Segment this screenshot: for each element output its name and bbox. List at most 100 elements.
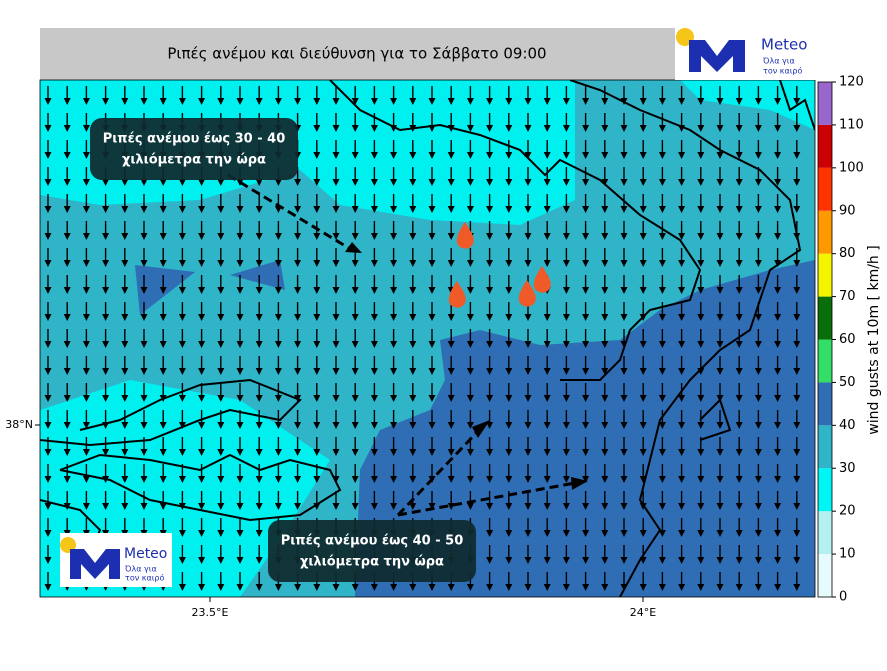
wind-arrow-head [486,422,494,429]
wind-arrow-head [793,368,801,375]
wind-arrow-head [658,368,666,375]
wind-arrow-head [735,341,743,348]
wind-arrow-head [82,368,90,375]
wind-arrow-head [793,557,801,564]
wind-arrow-head [121,422,129,429]
wind-arrow-head [102,233,110,240]
wind-arrow-head [678,530,686,537]
wind-arrow-head [63,287,71,294]
wind-arrow-head [678,476,686,483]
wind-arrow-head [313,368,321,375]
wind-arrow-head [486,395,494,402]
wind-arrow-head [754,341,762,348]
wind-arrow-head [217,341,225,348]
wind-arrow-head [678,341,686,348]
wind-arrow-head [562,314,570,321]
wind-arrow-head [313,314,321,321]
wind-arrow-head [678,557,686,564]
wind-arrow-head [486,341,494,348]
wind-arrow-head [428,341,436,348]
wind-arrow-head [466,287,474,294]
wind-arrow-head [294,206,302,213]
wind-arrow-head [678,287,686,294]
wind-arrow-head [754,98,762,105]
wind-arrow-head [639,287,647,294]
wind-arrow-head [447,233,455,240]
wind-arrow-head [466,314,474,321]
wind-arrow-head [716,233,724,240]
colorbar-tick-label: 30 [839,461,856,476]
wind-arrow-head [486,287,494,294]
wind-arrow-head [390,152,398,159]
wind-arrow-head [524,584,532,591]
wind-arrow-head [735,449,743,456]
wind-arrow-head [178,557,186,564]
wind-arrow-head [313,449,321,456]
wind-arrow-head [601,314,609,321]
wind-arrow-head [313,98,321,105]
wind-arrow-head [774,152,782,159]
wind-arrow-head [754,233,762,240]
wind-arrow-head [639,98,647,105]
wind-arrow-head [255,260,263,267]
wind-arrow-head [793,152,801,159]
wind-arrow-head [774,206,782,213]
wind-arrow-head [332,206,340,213]
wind-arrow-head [601,152,609,159]
wind-arrow-head [716,449,724,456]
wind-arrow-head [351,503,359,510]
wind-arrow-head [562,476,570,483]
wind-arrow-head [332,368,340,375]
wind-arrow-head [121,179,129,186]
wind-arrow-head [486,476,494,483]
wind-arrow-head [562,449,570,456]
wind-arrow-head [639,179,647,186]
wind-arrow-head [678,422,686,429]
wind-arrow-head [313,233,321,240]
wind-arrow-head [562,584,570,591]
wind-arrow-head [428,206,436,213]
wind-arrow-head [255,206,263,213]
wind-arrow-head [198,530,206,537]
wind-arrow-head [543,422,551,429]
wind-arrow-head [198,341,206,348]
wind-arrow-head [236,206,244,213]
wind-arrow-head [793,422,801,429]
wind-arrow-head [582,98,590,105]
wind-arrow-head [351,287,359,294]
wind-arrow-head [351,449,359,456]
wind-arrow-head [524,98,532,105]
wind-arrow-head [409,503,417,510]
wind-arrow-head [255,98,263,105]
wind-arrow-head [178,368,186,375]
wind-arrow-head [140,341,148,348]
wind-arrow-head [313,584,321,591]
wind-arrow-head [428,287,436,294]
wind-arrow-head [217,260,225,267]
wind-arrow-head [735,503,743,510]
wind-arrow-head [178,449,186,456]
wind-arrow-head [639,125,647,132]
wind-arrow-head [63,233,71,240]
wind-arrow-head [774,584,782,591]
wind-arrow-head [620,476,628,483]
wind-arrow-head [140,206,148,213]
wind-arrow-head [697,557,705,564]
wind-arrow-head [620,152,628,159]
arrow-head [472,420,490,438]
wind-arrow-head [82,98,90,105]
wind-arrow-head [562,287,570,294]
wind-arrow-head [274,98,282,105]
wind-arrow-head [658,260,666,267]
wind-arrow-head [505,260,513,267]
wind-arrow-head [620,395,628,402]
wind-arrow-head [658,530,666,537]
wind-arrow-head [697,98,705,105]
wind-arrow-head [63,422,71,429]
colorbar-tick-label: 100 [839,160,864,175]
wind-arrow-head [543,152,551,159]
wind-arrow-head [639,206,647,213]
wind-arrow-head [543,476,551,483]
wind-arrow-head [466,368,474,375]
